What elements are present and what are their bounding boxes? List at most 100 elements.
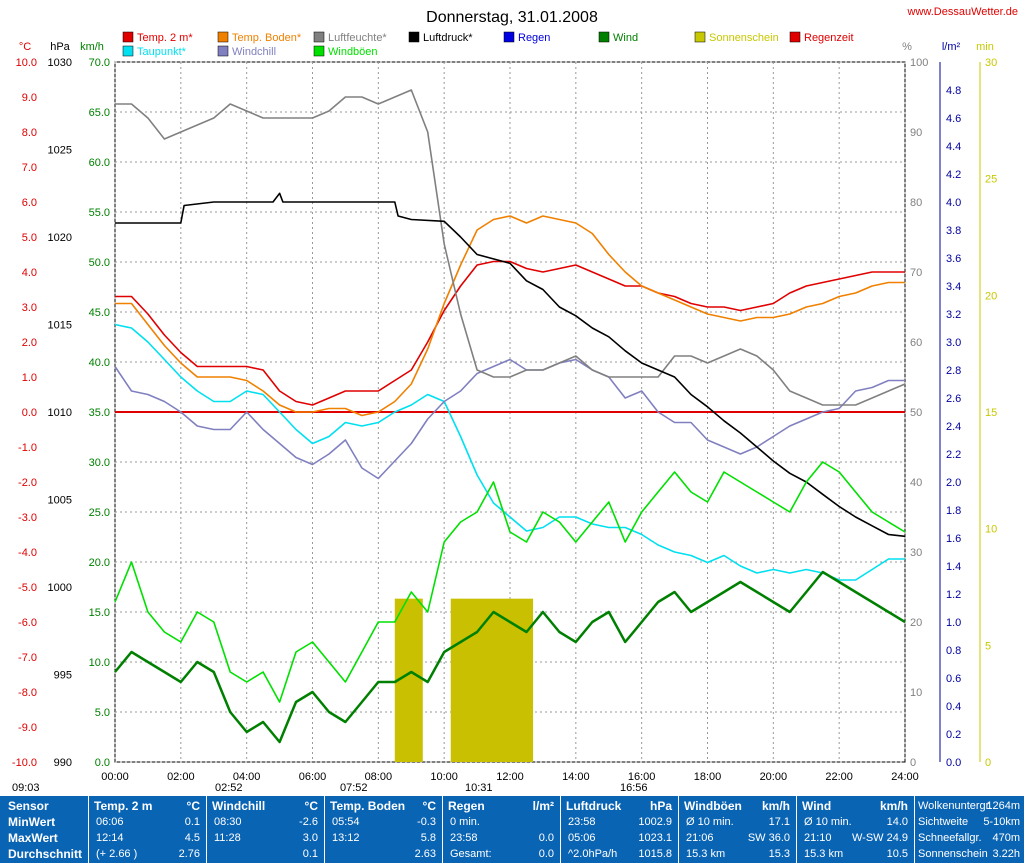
series-temp-boden	[115, 215, 905, 417]
wind-row: Ø 10 min. 14.0	[796, 814, 914, 830]
wind-row: 15.3 km 10.5	[796, 846, 914, 862]
rain-tick-label: 2.2	[946, 449, 961, 461]
series-luftdruck	[115, 192, 906, 538]
humidity-tick-label: 80	[910, 197, 922, 209]
sun-tick-label: 0	[985, 757, 991, 769]
windboeen-row: Ø 10 min. 17.1	[678, 814, 796, 830]
rain-tick-label: 2.6	[946, 393, 961, 405]
temp-tick-label: -9.0	[18, 722, 37, 734]
windchill-value: 3.0	[302, 832, 318, 844]
temp2m-row: 12:14 4.5	[88, 830, 206, 846]
rain-tick-label: 1.2	[946, 589, 961, 601]
x-tick-label: 06:00	[299, 771, 327, 783]
luftdruck-row: 23:58 1002.9	[560, 814, 678, 830]
tempBoden-row: 13:12 5.8	[324, 830, 442, 846]
tempBoden-row: 2.63	[324, 846, 442, 862]
regen-title: Regen	[448, 799, 485, 813]
wind-time: 15.3 km	[804, 848, 844, 860]
luftdruck-unit: hPa	[649, 799, 672, 813]
luftdruck-value: 1002.9	[638, 816, 672, 828]
humidity-tick-label: 70	[910, 267, 922, 279]
windchill-time: 11:28	[214, 832, 241, 844]
temp-tick-label: 7.0	[22, 162, 37, 174]
wind-tick-label: 70.0	[89, 57, 110, 69]
windboeen-unit: km/h	[761, 799, 790, 813]
windboeen-value: 15.3	[768, 848, 790, 860]
windboeen-row: 15.3 km 15.3	[678, 846, 796, 862]
pressure-tick-label: 1030	[48, 57, 72, 69]
tempBoden-title: Temp. Boden	[330, 799, 406, 813]
x-tick-label: 20:00	[760, 771, 788, 783]
x-tick-label: 24:00	[891, 771, 919, 783]
chart-axes: 00:00 02:00 04:00 06:00 08:00 10:00 12:00 14:00…	[12, 41, 997, 794]
sensor-row-label: Durchschnitt	[8, 847, 83, 861]
temp-tick-label: 6.0	[22, 197, 37, 209]
time-marker-label: 10:31	[465, 782, 493, 794]
summary-col-windchill: Windchill °C 08:30 -2.6 11:28 3.0 0.1	[206, 796, 325, 863]
rain-tick-label: 3.2	[946, 309, 961, 321]
legend-swatch	[598, 31, 610, 43]
rain-tick-label: 4.6	[946, 113, 961, 125]
rain-tick-label: 4.2	[946, 169, 961, 181]
pressure-tick-label: 1005	[48, 495, 72, 507]
temp2m-value: 2.76	[178, 848, 200, 860]
series-windchill	[114, 358, 905, 480]
temp2m-unit: °C	[186, 799, 200, 813]
luftdruck-time: 05:06	[568, 832, 596, 844]
tempBoden-value: 5.8	[420, 832, 436, 844]
time-marker-label: 09:03	[12, 782, 40, 794]
tempBoden-header: Temp. Boden °C	[324, 798, 442, 814]
pressure-tick-label: 1010	[48, 407, 72, 419]
tempBoden-time: 05:54	[332, 816, 360, 828]
humidity-tick-label: 30	[910, 547, 922, 559]
windchill-unit: °C	[304, 799, 318, 813]
extra-row: Sonnenschein 3.22h	[914, 846, 1024, 862]
wind-tick-label: 15.0	[89, 607, 110, 619]
x-tick-label: 02:00	[167, 771, 195, 783]
rain-tick-label: 3.0	[946, 337, 961, 349]
unit-wind: km/h	[80, 41, 104, 53]
regen-time: 23:58	[450, 832, 478, 844]
legend-label: Temp. 2 m*	[137, 32, 193, 44]
legend-swatch	[217, 31, 229, 43]
regen-header: Regen l/m²	[442, 798, 560, 814]
rain-tick-label: 3.4	[946, 281, 961, 293]
legend-label: Temp. Boden*	[232, 32, 302, 44]
windboeen-value: 17.1	[768, 816, 790, 828]
site-link[interactable]: www.DessauWetter.de	[907, 6, 1018, 18]
x-tick-label: 18:00	[694, 771, 722, 783]
sunshine-bar	[450, 598, 534, 762]
wind-time: Ø 10 min.	[804, 816, 852, 828]
summary-col-luftdruck: Luftdruck hPa 23:58 1002.9 05:06 1023.1 ^2.0hP…	[560, 796, 679, 863]
temp2m-value: 4.5	[184, 832, 200, 844]
legend-swatch	[694, 31, 706, 43]
summary-col-temp2m: Temp. 2 m °C 06:06 0.1 12:14 4.5 (+ 2.66 ) 2.76	[88, 796, 207, 863]
unit-pressure: hPa	[50, 41, 70, 53]
wind-tick-label: 10.0	[89, 657, 110, 669]
rain-tick-label: 1.0	[946, 617, 961, 629]
sun-tick-label: 20	[985, 290, 997, 302]
luftdruck-time: 23:58	[568, 816, 596, 828]
wind-tick-label: 5.0	[95, 707, 110, 719]
temp-tick-label: -1.0	[18, 442, 37, 454]
rain-tick-label: 3.8	[946, 225, 961, 237]
tempBoden-unit: °C	[422, 799, 436, 813]
summary-col-regen: Regen l/m² 0 min. 23:58 0.0 Gesamt: 0.0	[442, 796, 561, 863]
temp2m-time: 06:06	[96, 816, 124, 828]
sensor-row-label: MaxWert	[8, 831, 58, 845]
legend-label: Luftfeuchte*	[328, 32, 387, 44]
rain-tick-label: 1.6	[946, 533, 961, 545]
regen-row: 0 min.	[442, 814, 560, 830]
legend-label: Wind	[613, 32, 638, 44]
wind-value: W-SW 24.9	[851, 832, 908, 844]
wind-header: Wind km/h	[796, 798, 914, 814]
time-marker-label: 16:56	[620, 782, 648, 794]
temp-tick-label: -8.0	[18, 687, 37, 699]
temp2m-header: Temp. 2 m °C	[88, 798, 206, 814]
extra-value: 1264m	[986, 800, 1020, 812]
legend-swatch	[217, 45, 229, 57]
x-tick-label: 14:00	[562, 771, 590, 783]
humidity-tick-label: 100	[910, 57, 928, 69]
humidity-tick-label: 20	[910, 617, 922, 629]
wind-row: 21:10 W-SW 24.9	[796, 830, 914, 846]
